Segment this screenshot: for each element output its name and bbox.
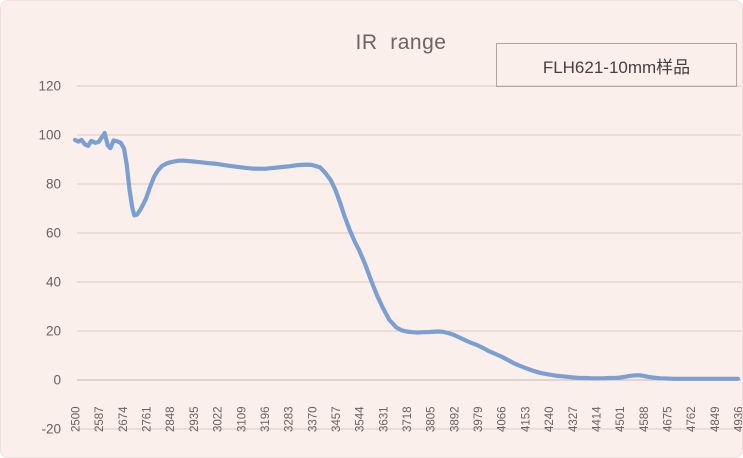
x-tick-label: 3196 (260, 406, 272, 432)
x-tick-label: 4588 (639, 406, 651, 432)
x-tick-label: 2587 (94, 406, 106, 432)
y-tick-label: 100 (38, 128, 61, 143)
x-tick-label: 4240 (544, 406, 556, 432)
x-tick-label: 2500 (71, 406, 83, 432)
y-tick-label: 20 (46, 324, 61, 339)
x-tick-label: 4675 (662, 406, 674, 432)
x-tick-label: 4849 (710, 406, 722, 432)
x-tick-label: 4414 (591, 406, 603, 432)
x-tick-label: 3718 (402, 406, 414, 432)
x-tick-label: 3805 (426, 406, 438, 432)
x-tick-label: 4501 (615, 406, 627, 432)
x-tick-label: 3370 (307, 406, 319, 432)
x-tick-label: 3892 (449, 406, 461, 432)
x-tick-label: 3979 (473, 406, 485, 432)
x-tick-label: 3457 (331, 406, 343, 432)
x-tick-label: 4066 (497, 406, 509, 432)
x-tick-label: 3283 (284, 406, 296, 432)
y-tick-label: 120 (38, 79, 61, 94)
y-tick-label: 60 (46, 226, 61, 241)
legend-series-label: FLH621-10mm样品 (542, 57, 691, 77)
x-tick-label: 4153 (520, 406, 532, 432)
x-tick-label: 2848 (165, 406, 177, 432)
x-tick-label: 4762 (686, 406, 698, 432)
x-tick-label: 2674 (118, 406, 130, 432)
x-tick-label: 4936 (734, 406, 743, 432)
x-tick-label: 3544 (355, 406, 367, 432)
x-tick-label: 3022 (213, 406, 225, 432)
x-tick-label: 2761 (142, 406, 154, 432)
chart-title: IR range (355, 31, 447, 54)
y-tick-label: 80 (46, 177, 61, 192)
y-tick-label: 0 (53, 373, 61, 388)
y-tick-label: 40 (46, 275, 61, 290)
legend: FLH621-10mm样品 (496, 43, 737, 87)
x-tick-label: 3631 (378, 406, 390, 432)
x-tick-label: 2935 (189, 406, 201, 432)
x-tick-label: 4327 (568, 406, 580, 432)
y-tick-label: -20 (41, 422, 61, 437)
x-tick-label: 3109 (236, 406, 248, 432)
series-line (72, 130, 741, 381)
